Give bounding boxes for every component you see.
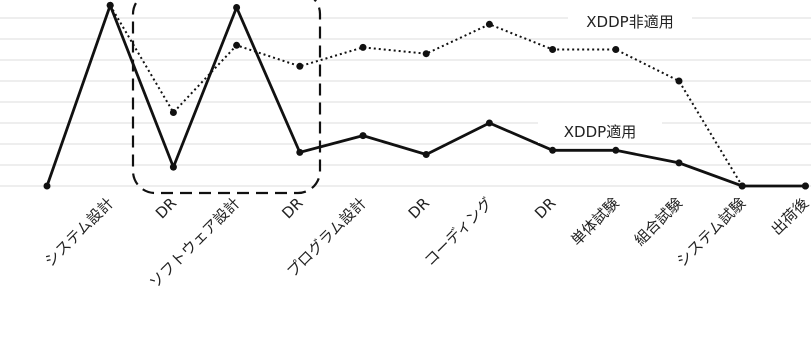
point xyxy=(169,109,177,116)
x-tick-label: システム設計 xyxy=(41,194,117,270)
x-tick-label: 出荷後 xyxy=(768,194,811,239)
point xyxy=(296,62,304,70)
point xyxy=(359,43,367,51)
x-tick-label: 組合試験 xyxy=(631,194,686,249)
x-tick-label: 単体試験 xyxy=(567,194,622,249)
grid xyxy=(0,17,811,187)
x-tick-label: DR xyxy=(405,194,433,222)
label-bg xyxy=(568,11,692,33)
point xyxy=(422,151,430,158)
series-line xyxy=(109,4,806,187)
point xyxy=(675,77,683,85)
point xyxy=(106,1,114,9)
series-label: XDDP適用 xyxy=(564,123,636,141)
series-label: XDDP非適用 xyxy=(586,13,673,31)
point xyxy=(485,119,493,127)
x-tick-label: コーディング xyxy=(421,194,497,270)
point xyxy=(801,182,809,190)
x-tick-label: DR xyxy=(278,194,306,222)
point xyxy=(233,4,241,11)
x-tick-label: DR xyxy=(152,194,180,222)
label-bg xyxy=(538,121,662,143)
point xyxy=(422,50,430,58)
point xyxy=(612,46,620,53)
point xyxy=(233,41,241,49)
highlight-box xyxy=(131,0,322,195)
x-tick-label: DR xyxy=(531,194,559,222)
point xyxy=(359,132,367,140)
point xyxy=(485,20,493,28)
point xyxy=(612,146,620,154)
point xyxy=(43,182,51,190)
point xyxy=(169,163,177,171)
point xyxy=(296,148,304,156)
point xyxy=(549,46,557,53)
point xyxy=(549,146,557,154)
point xyxy=(738,182,746,190)
point xyxy=(675,159,683,167)
